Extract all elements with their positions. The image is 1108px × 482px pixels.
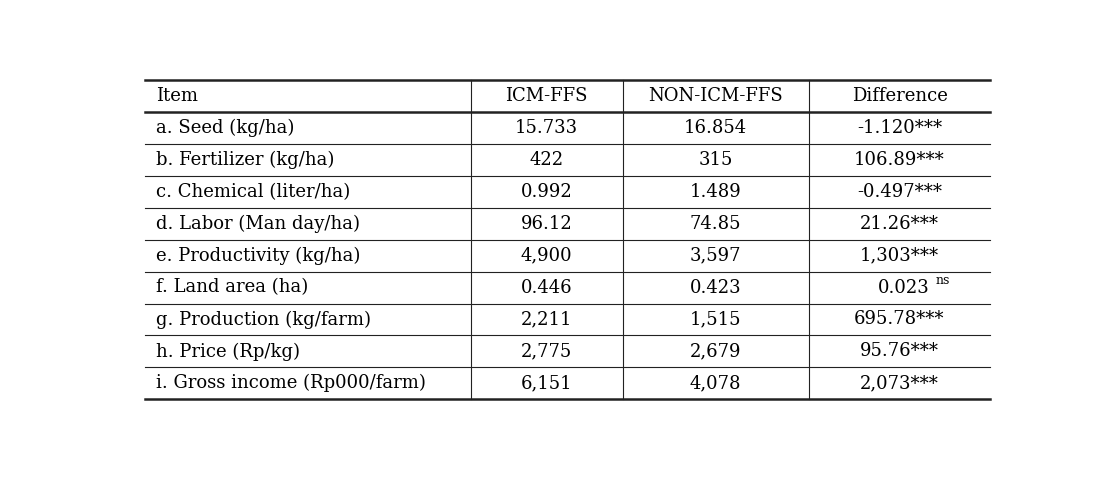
Text: e. Productivity (kg/ha): e. Productivity (kg/ha): [155, 246, 360, 265]
Text: 1.489: 1.489: [690, 183, 741, 201]
Text: NON-ICM-FFS: NON-ICM-FFS: [648, 87, 783, 105]
Text: a. Seed (kg/ha): a. Seed (kg/ha): [155, 119, 294, 137]
Text: b. Fertilizer (kg/ha): b. Fertilizer (kg/ha): [155, 151, 334, 169]
Text: 1,515: 1,515: [690, 310, 741, 329]
Text: 6,151: 6,151: [521, 375, 573, 392]
Text: 0.992: 0.992: [521, 183, 573, 201]
Text: 695.78***: 695.78***: [854, 310, 945, 329]
Text: 2,775: 2,775: [521, 342, 573, 361]
Text: 2,211: 2,211: [521, 310, 573, 329]
Text: Item: Item: [155, 87, 197, 105]
Text: Difference: Difference: [852, 87, 947, 105]
Text: 21.26***: 21.26***: [860, 215, 938, 233]
Text: f. Land area (ha): f. Land area (ha): [155, 279, 308, 296]
Text: 422: 422: [530, 151, 564, 169]
Text: 96.12: 96.12: [521, 215, 573, 233]
Text: g. Production (kg/farm): g. Production (kg/farm): [155, 310, 371, 329]
Text: 315: 315: [698, 151, 732, 169]
Text: 0.023: 0.023: [878, 279, 930, 296]
Text: 3,597: 3,597: [690, 247, 741, 265]
Text: 16.854: 16.854: [684, 119, 747, 137]
Text: d. Labor (Man day/ha): d. Labor (Man day/ha): [155, 214, 360, 233]
Text: 2,679: 2,679: [690, 342, 741, 361]
Text: 74.85: 74.85: [690, 215, 741, 233]
Text: -0.497***: -0.497***: [856, 183, 942, 201]
Text: 0.423: 0.423: [690, 279, 741, 296]
Text: 1,303***: 1,303***: [860, 247, 940, 265]
Text: 4,078: 4,078: [690, 375, 741, 392]
Text: i. Gross income (Rp000/farm): i. Gross income (Rp000/farm): [155, 374, 425, 392]
Text: h. Price (Rp/kg): h. Price (Rp/kg): [155, 342, 299, 361]
Text: 15.733: 15.733: [515, 119, 578, 137]
Text: -1.120***: -1.120***: [856, 119, 942, 137]
Text: ICM-FFS: ICM-FFS: [505, 87, 588, 105]
Text: 4,900: 4,900: [521, 247, 573, 265]
Text: ns: ns: [935, 274, 950, 287]
Text: 0.446: 0.446: [521, 279, 573, 296]
Text: 2,073***: 2,073***: [860, 375, 938, 392]
Text: 95.76***: 95.76***: [860, 342, 938, 361]
Text: c. Chemical (liter/ha): c. Chemical (liter/ha): [155, 183, 350, 201]
Text: 106.89***: 106.89***: [854, 151, 945, 169]
